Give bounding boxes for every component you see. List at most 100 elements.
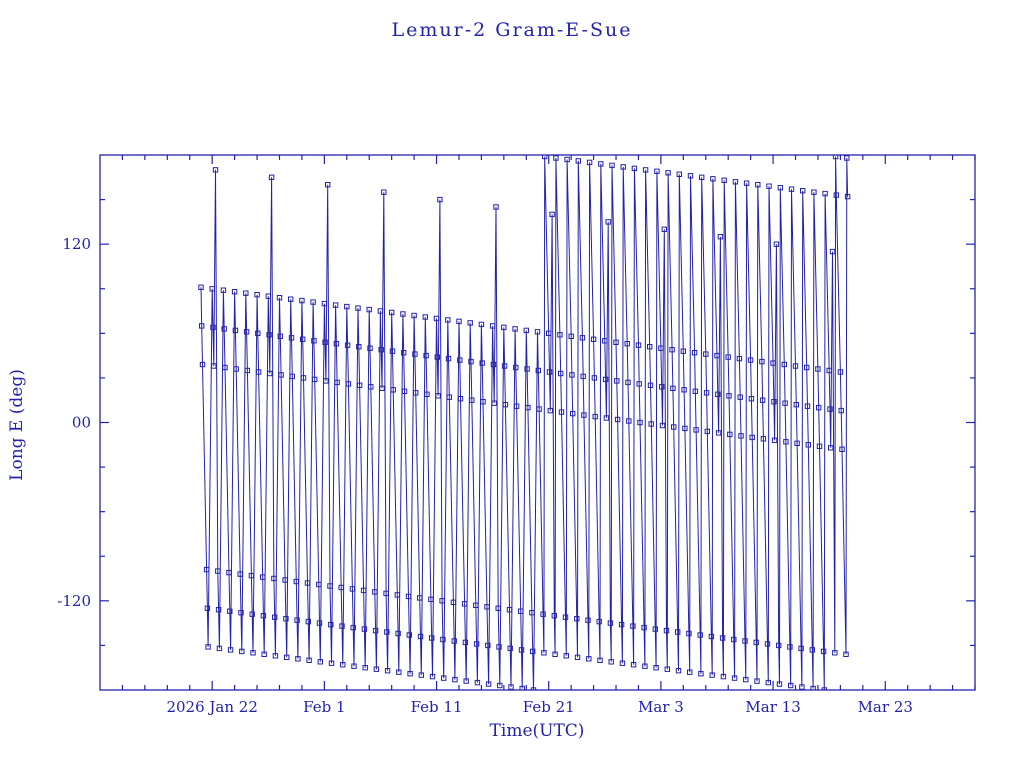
data-point-marker — [434, 354, 441, 360]
data-point-marker — [457, 357, 463, 363]
data-point-marker — [764, 641, 771, 647]
data-point-marker — [829, 248, 836, 255]
data-point-marker — [530, 687, 537, 690]
data-point-marker — [659, 422, 666, 429]
data-point-marker — [462, 639, 469, 646]
data-point-marker — [356, 382, 363, 389]
data-point-marker — [452, 676, 458, 683]
data-point-marker — [546, 369, 553, 375]
data-point-marker — [833, 192, 839, 198]
data-point-marker — [596, 618, 602, 625]
data-point-marker — [844, 193, 851, 200]
data-point-marker — [283, 616, 289, 622]
data-point-marker — [618, 621, 625, 628]
data-point-marker — [558, 409, 565, 415]
data-point-marker — [220, 287, 227, 293]
data-point-marker — [793, 402, 799, 408]
data-point-marker — [362, 665, 368, 671]
data-point-marker — [562, 614, 569, 620]
data-point-marker — [810, 685, 816, 690]
data-point-marker — [377, 308, 384, 314]
data-point-marker — [440, 636, 446, 643]
data-point-marker — [820, 648, 827, 655]
data-point-marker — [485, 681, 492, 687]
data-point-marker — [727, 431, 733, 438]
data-point-marker — [781, 361, 787, 368]
data-point-marker — [792, 363, 799, 369]
data-point-marker — [534, 329, 541, 335]
data-point-marker — [732, 179, 739, 185]
data-point-marker — [211, 363, 217, 369]
data-point-marker — [822, 190, 828, 197]
data-point-marker — [737, 394, 743, 400]
data-point-marker — [519, 685, 525, 690]
data-point-marker — [624, 341, 630, 347]
data-point-marker — [631, 165, 638, 172]
data-point-marker — [839, 446, 845, 453]
x-axis-ticks — [121, 155, 976, 690]
data-point-marker — [843, 651, 849, 657]
svg-text:Mar 23: Mar 23 — [858, 698, 913, 716]
data-point-marker — [227, 647, 234, 653]
data-point-marker — [323, 378, 329, 384]
data-point-marker — [266, 332, 272, 338]
data-point-marker — [771, 399, 777, 405]
data-point-marker — [473, 641, 480, 647]
data-point-marker — [210, 324, 216, 331]
data-point-marker — [457, 396, 464, 402]
data-point-marker — [243, 290, 249, 296]
data-point-marker — [463, 678, 469, 684]
y-tick-labels: 120 00 -120 — [57, 235, 91, 610]
data-point-marker — [300, 336, 306, 343]
data-point-marker — [271, 575, 277, 582]
data-point-marker — [536, 406, 542, 412]
data-point-marker — [282, 577, 288, 583]
data-point-marker — [312, 376, 318, 383]
data-point-marker — [794, 440, 800, 447]
data-point-marker — [250, 650, 256, 656]
data-point-marker — [322, 339, 328, 346]
data-point-marker — [384, 668, 391, 674]
data-point-marker — [569, 372, 575, 378]
data-point-marker — [389, 309, 395, 316]
data-point-marker — [429, 635, 435, 641]
data-point-marker — [512, 326, 518, 332]
data-point-marker — [837, 369, 844, 375]
data-point-marker — [237, 571, 243, 577]
data-point-marker — [368, 384, 374, 390]
data-point-marker — [748, 396, 755, 402]
data-point-marker — [736, 355, 743, 362]
data-point-marker — [558, 370, 564, 377]
data-point-marker — [766, 183, 772, 189]
data-point-marker — [804, 364, 810, 371]
data-point-marker — [602, 376, 609, 383]
data-point-marker — [491, 400, 497, 406]
data-point-marker — [647, 382, 654, 389]
data-point-marker — [495, 605, 501, 611]
svg-text:Mar 3: Mar 3 — [638, 698, 684, 716]
data-point-marker — [770, 360, 776, 366]
data-point-marker — [293, 578, 300, 585]
data-point-marker — [306, 657, 312, 663]
data-point-marker — [782, 400, 788, 406]
data-point-marker — [422, 314, 429, 320]
data-point-marker — [805, 442, 811, 448]
data-point-marker — [581, 412, 587, 418]
data-point-marker — [658, 345, 664, 351]
data-point-marker — [647, 344, 653, 350]
data-point-marker — [412, 351, 418, 357]
chart-title: Lemur-2 Gram-E-Sue — [392, 19, 633, 41]
data-point-marker — [238, 610, 244, 616]
data-point-marker — [669, 347, 675, 353]
data-point-marker — [478, 321, 485, 328]
data-point-marker — [625, 379, 631, 386]
data-point-marker — [356, 344, 362, 350]
data-point-marker — [221, 326, 227, 332]
data-point-marker — [765, 679, 771, 686]
data-point-marker — [760, 436, 767, 442]
data-point-marker — [607, 620, 614, 626]
data-point-marker — [249, 611, 255, 617]
data-point-marker — [719, 635, 726, 641]
data-point-marker — [671, 424, 677, 430]
